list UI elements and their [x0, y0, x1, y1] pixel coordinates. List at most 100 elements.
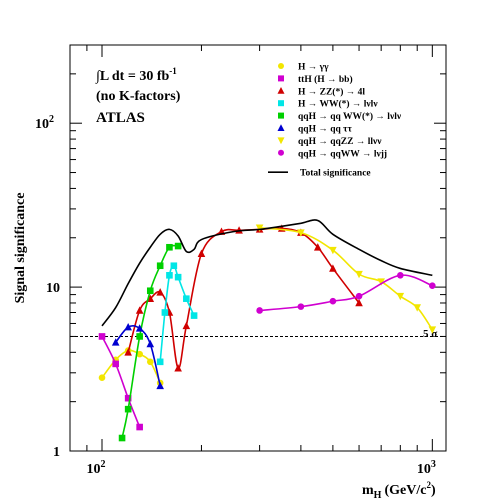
series-0 [98, 347, 164, 387]
y-tick-label: 1 [53, 445, 60, 460]
y-tick-label: 102 [35, 114, 54, 132]
series-line [259, 274, 433, 312]
data-point [174, 364, 182, 372]
data-point [197, 249, 206, 257]
data-point [255, 224, 264, 232]
data-point [297, 229, 305, 237]
series-6 [255, 224, 437, 334]
data-point [397, 272, 404, 279]
data-point [174, 273, 182, 281]
series-4 [118, 242, 182, 442]
legend-item: ttH (H → bb) [278, 74, 353, 85]
series-3 [156, 262, 198, 366]
legend-label: qqH → qqZZ → llνν [298, 137, 382, 147]
legend-label: qqH → qq ττ [298, 125, 353, 135]
data-point [329, 297, 337, 305]
data-point [135, 324, 144, 332]
data-point [329, 264, 337, 272]
data-point [355, 292, 363, 300]
legend-swatch [278, 100, 284, 107]
luminosity-label: ∫L dt = 30 fb-1 [95, 66, 177, 84]
data-point [156, 381, 164, 390]
data-point [112, 360, 119, 368]
legend-item: H → ZZ(*) → 4l [277, 86, 365, 97]
data-point [146, 287, 154, 295]
data-point [98, 374, 106, 382]
data-point [313, 243, 322, 251]
legend-item: qqH → qq WW(*) → lνlν [278, 111, 402, 122]
plot-frame [69, 44, 447, 452]
data-point [136, 333, 143, 340]
data-point [156, 262, 164, 270]
legend-swatch [277, 87, 285, 94]
data-point [98, 333, 106, 340]
data-point [118, 434, 126, 442]
data-point [428, 326, 437, 334]
legend-swatch [277, 137, 285, 145]
data-point [124, 394, 132, 402]
data-point [429, 282, 436, 289]
data-point [156, 358, 164, 366]
data-point [355, 270, 363, 279]
data-point [124, 323, 132, 331]
data-point [124, 348, 132, 356]
x-axis-title: mH (GeV/c2) [362, 480, 436, 500]
legend-swatch [277, 124, 285, 131]
legend-item: H → WW(*) → lνlν [278, 99, 378, 110]
legend-label: H → γγ [298, 63, 329, 73]
series-line [101, 219, 433, 327]
data-point [413, 304, 422, 312]
experiment-label: ATLAS [96, 110, 145, 126]
plot-annotations: ∫L dt = 30 fb-1 (no K-factors) ATLAS 5 σ [95, 66, 437, 340]
data-point [174, 242, 182, 250]
legend-label: H → ZZ(*) → 4l [298, 86, 365, 97]
data-point [146, 358, 154, 366]
legend-label: H → WW(*) → lνlν [298, 99, 378, 110]
x-tick-label: 103 [417, 459, 436, 477]
legend-swatch [278, 63, 284, 69]
legend-label: qqH → qqWW → lνjj [298, 149, 387, 159]
data-point [297, 303, 305, 310]
data-point [190, 312, 198, 319]
data-point [396, 292, 405, 301]
data-point [124, 405, 132, 413]
series-line [101, 336, 141, 428]
tick-labels: 1 10 102 102 103 [35, 114, 436, 477]
data-point [146, 339, 155, 348]
data-point [377, 278, 385, 286]
series-line [127, 227, 360, 370]
legend-item: qqH → qq ττ [277, 124, 353, 135]
axis-ticks [69, 44, 446, 452]
data-point [183, 295, 190, 302]
series-1 [98, 333, 143, 431]
data-point [182, 321, 191, 330]
data-point [156, 288, 164, 296]
data-point [111, 338, 120, 346]
data-point [136, 350, 143, 358]
series-7 [256, 272, 436, 314]
legend-label: qqH → qq WW(*) → lνlν [298, 111, 402, 122]
data-point [166, 272, 173, 279]
data-point [135, 306, 144, 314]
legend-swatch [278, 149, 284, 156]
x-tick-label: 102 [87, 459, 106, 477]
legend-swatch [278, 75, 284, 82]
series-8 [101, 219, 433, 327]
legend-item: qqH → qqWW → lνjj [278, 149, 387, 159]
legend-swatch [278, 112, 284, 119]
data-point [161, 309, 169, 316]
legend-label: Total significance [300, 169, 371, 179]
legend-label: ttH (H → bb) [298, 74, 353, 85]
legend-item: H → γγ [278, 63, 329, 73]
k-factor-label: (no K-factors) [96, 89, 181, 104]
data-point [329, 246, 337, 255]
five-sigma-label: 5 σ [423, 328, 437, 340]
series-group [98, 219, 437, 442]
series-5 [111, 323, 164, 390]
data-point [166, 243, 173, 251]
legend-item: Total significance [268, 169, 371, 179]
data-point [256, 307, 263, 314]
data-point [170, 262, 178, 270]
